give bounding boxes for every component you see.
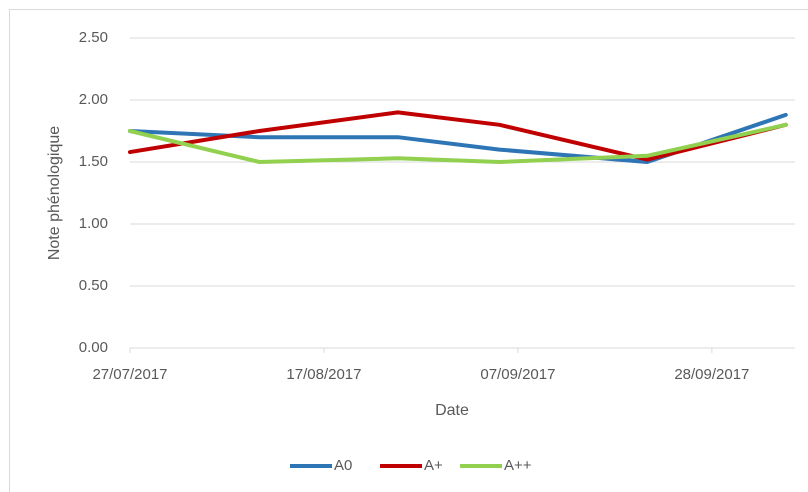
series-line bbox=[128, 110, 788, 162]
x-tick-label: 28/09/2017 bbox=[674, 366, 749, 383]
legend-label: A++ bbox=[504, 457, 532, 474]
y-tick-label: 0.00 bbox=[79, 339, 108, 356]
y-tick-label: 1.50 bbox=[79, 153, 108, 170]
x-tick-label: 27/07/2017 bbox=[92, 366, 167, 383]
y-axis-label: Note phénologique bbox=[46, 126, 63, 260]
x-tick-label: 17/08/2017 bbox=[286, 366, 361, 383]
series-line bbox=[128, 122, 788, 164]
legend-label: A+ bbox=[424, 457, 443, 474]
x-axis-label: Date bbox=[435, 402, 469, 419]
legend-label: A0 bbox=[334, 457, 352, 474]
x-tick-label: 07/09/2017 bbox=[480, 366, 555, 383]
y-tick-label: 1.00 bbox=[79, 215, 108, 232]
y-tick-label: 0.50 bbox=[79, 277, 108, 294]
chart-frame bbox=[9, 9, 808, 492]
y-tick-label: 2.50 bbox=[79, 29, 108, 46]
y-tick-label: 2.00 bbox=[79, 91, 108, 108]
